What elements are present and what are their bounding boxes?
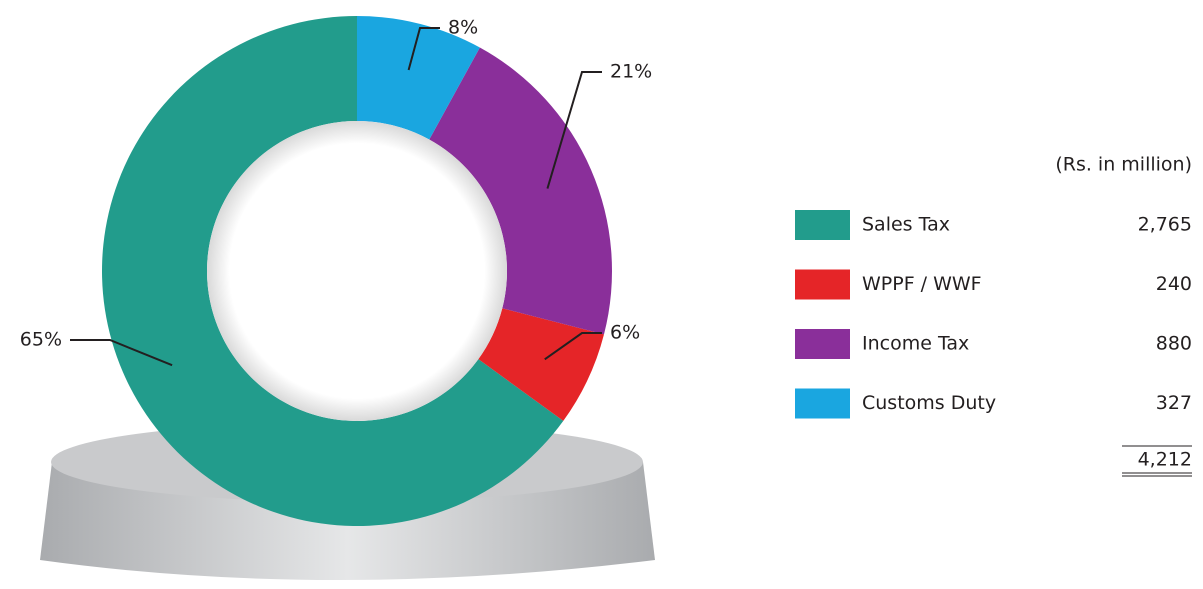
leader-line [70, 339, 173, 367]
legend: Sales Tax 2,765 WPPF / WWF 240 Income Tax 880… [795, 210, 1192, 419]
donut [102, 16, 612, 526]
legend-label: WPPF / WWF [862, 273, 982, 295]
legend-swatch [795, 388, 850, 419]
legend-swatch [795, 210, 850, 240]
legend-label: Income Tax [862, 333, 969, 355]
slice-label: 8% [448, 17, 478, 39]
total: 4,212 [1138, 449, 1192, 471]
donut-slice [429, 47, 612, 335]
legend-amount: 880 [1156, 333, 1192, 355]
legend-amount: 2,765 [1138, 214, 1192, 236]
unit-label: (Rs. in million) [1055, 154, 1192, 176]
leader-line [544, 332, 602, 361]
leader-line [407, 27, 440, 71]
leader-line [546, 71, 602, 189]
slice-label: 21% [610, 61, 652, 83]
donut-slice [102, 16, 564, 526]
slice-label: 65% [20, 329, 62, 351]
slice-label: 6% [610, 322, 640, 344]
donut-slice [478, 308, 604, 421]
legend-label: Customs Duty [862, 392, 996, 414]
donut-hole [207, 121, 507, 421]
legend-swatch [795, 329, 850, 359]
legend-amount: 240 [1156, 273, 1192, 295]
legend-swatch [795, 269, 850, 300]
legend-label: Sales Tax [862, 214, 950, 236]
slice-labels: 65% 6% 21% 8% [20, 17, 652, 367]
legend-amount: 327 [1156, 392, 1192, 414]
donut-slice [357, 16, 480, 140]
